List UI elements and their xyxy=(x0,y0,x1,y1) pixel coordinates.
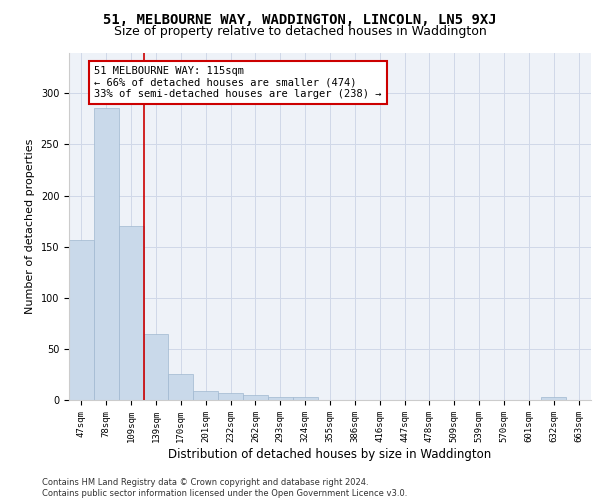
Bar xyxy=(541,397,566,400)
Bar xyxy=(169,374,193,400)
Bar xyxy=(293,397,317,400)
Y-axis label: Number of detached properties: Number of detached properties xyxy=(25,138,35,314)
Bar xyxy=(193,391,218,400)
Bar xyxy=(243,395,268,400)
Bar xyxy=(69,240,94,400)
Bar xyxy=(218,393,243,400)
X-axis label: Distribution of detached houses by size in Waddington: Distribution of detached houses by size … xyxy=(169,448,491,460)
Text: Size of property relative to detached houses in Waddington: Size of property relative to detached ho… xyxy=(113,25,487,38)
Bar xyxy=(119,226,143,400)
Bar xyxy=(268,397,293,400)
Text: 51, MELBOURNE WAY, WADDINGTON, LINCOLN, LN5 9XJ: 51, MELBOURNE WAY, WADDINGTON, LINCOLN, … xyxy=(103,12,497,26)
Text: Contains HM Land Registry data © Crown copyright and database right 2024.
Contai: Contains HM Land Registry data © Crown c… xyxy=(42,478,407,498)
Bar xyxy=(143,334,169,400)
Bar xyxy=(94,108,119,400)
Text: 51 MELBOURNE WAY: 115sqm
← 66% of detached houses are smaller (474)
33% of semi-: 51 MELBOURNE WAY: 115sqm ← 66% of detach… xyxy=(94,66,382,99)
